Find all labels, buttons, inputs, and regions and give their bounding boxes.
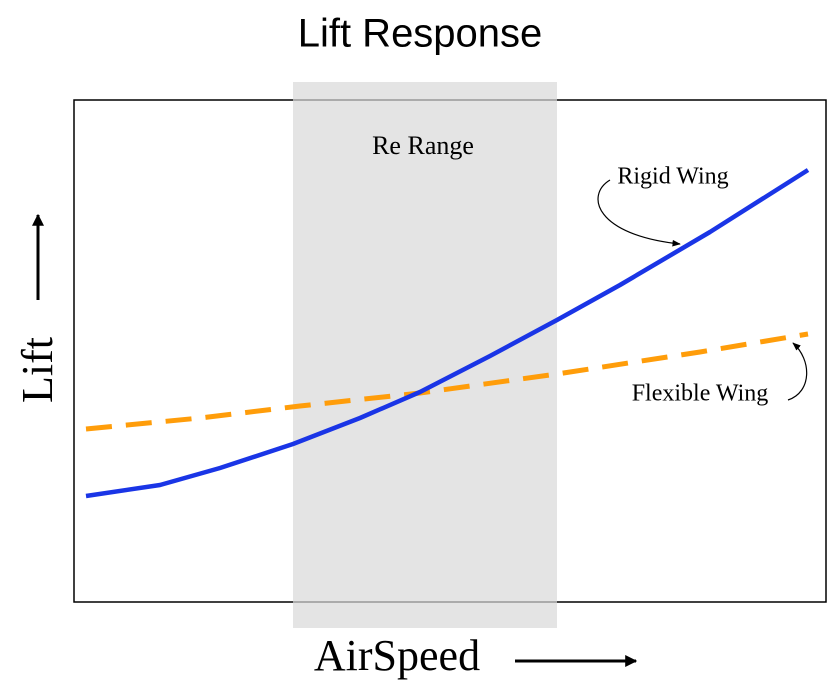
re-range-band — [293, 82, 557, 628]
y-axis-label: Lift — [13, 337, 62, 403]
x-axis-label: AirSpeed — [314, 631, 480, 680]
rigid-leader — [597, 179, 681, 247]
band-label: Re Range — [372, 131, 474, 160]
flexible-wing-label: Flexible Wing — [632, 381, 769, 407]
rigid-wing-curve — [85, 168, 810, 499]
title: Lift Response — [298, 12, 543, 56]
rigid-wing-label: Rigid Wing — [617, 164, 728, 190]
flexible-leader — [787, 342, 808, 401]
